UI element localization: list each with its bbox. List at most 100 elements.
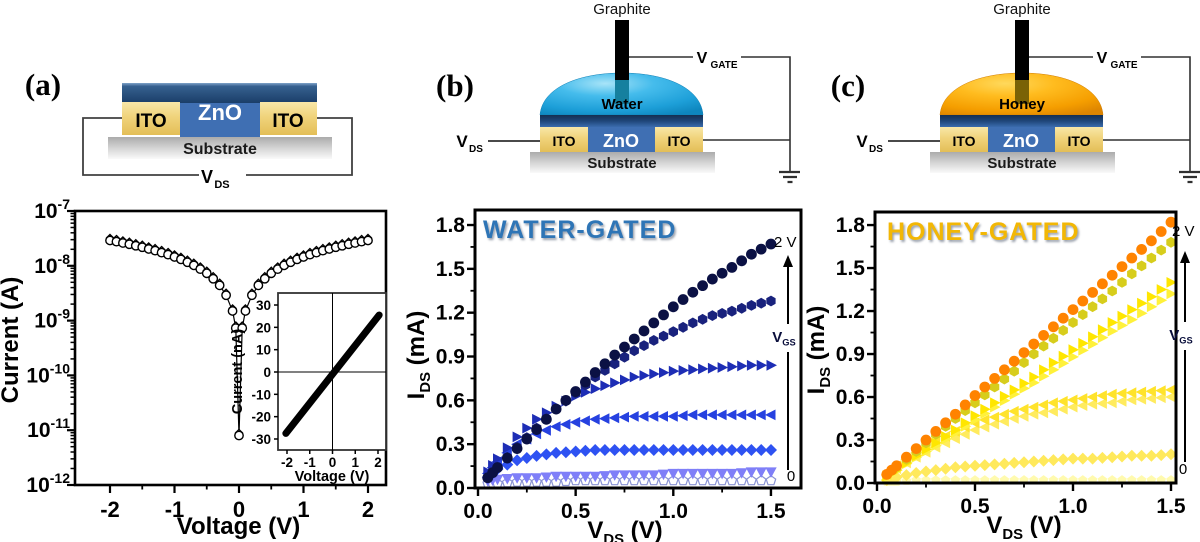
y-tick-label: 1.8 bbox=[836, 214, 866, 237]
data-point bbox=[930, 426, 942, 437]
data-point bbox=[570, 386, 582, 397]
data-point bbox=[540, 472, 553, 483]
data-point bbox=[638, 444, 650, 456]
inset-x-axis-label: Voltage (V) bbox=[295, 469, 370, 485]
data-point bbox=[745, 444, 758, 456]
data-point bbox=[1127, 268, 1137, 280]
data-point bbox=[1156, 294, 1168, 306]
data-point bbox=[609, 470, 621, 481]
data-point bbox=[998, 416, 1009, 427]
data-point bbox=[765, 474, 777, 486]
data-point bbox=[950, 408, 961, 420]
data-point bbox=[1136, 244, 1147, 255]
data-point bbox=[1086, 398, 1098, 410]
y-axis-label: Current (A) bbox=[0, 277, 24, 404]
data-point bbox=[1067, 452, 1079, 465]
substrate-label: Substrate bbox=[987, 155, 1056, 172]
data-point bbox=[969, 459, 981, 472]
x-tick-label: 0.5 bbox=[561, 500, 591, 523]
data-point bbox=[737, 302, 747, 314]
data-point bbox=[696, 468, 709, 480]
data-point bbox=[569, 416, 581, 428]
data-point bbox=[492, 462, 503, 473]
data-point bbox=[1088, 331, 1099, 343]
data-point bbox=[949, 461, 962, 474]
data-point bbox=[900, 469, 913, 482]
vgs-arrow-label: VGS bbox=[1169, 327, 1192, 346]
data-point bbox=[540, 448, 553, 461]
y-axis-label: IDS (mA) bbox=[403, 311, 434, 400]
data-point bbox=[598, 413, 610, 424]
graphite-label: Graphite bbox=[993, 1, 1051, 18]
data-point bbox=[1037, 399, 1049, 411]
data-point bbox=[639, 340, 649, 351]
inset-y-axis-label: Current (nA) bbox=[230, 329, 246, 415]
vgate-label: V bbox=[697, 50, 708, 67]
data-point bbox=[520, 452, 533, 464]
data-point bbox=[725, 444, 738, 456]
zno-film bbox=[540, 115, 703, 127]
data-point bbox=[999, 373, 1010, 385]
y-tick-label: 0.0 bbox=[436, 477, 465, 500]
inset-y-tick-label: 10 bbox=[256, 343, 271, 358]
data-point bbox=[890, 471, 903, 484]
data-point bbox=[1096, 451, 1109, 464]
zno-label: ZnO bbox=[603, 131, 639, 151]
data-point bbox=[1076, 393, 1088, 404]
inset-x-tick-label: 0 bbox=[329, 455, 337, 470]
y-tick-label: 0.9 bbox=[436, 346, 465, 369]
panel-c-label: (c) bbox=[831, 68, 865, 103]
substrate bbox=[930, 152, 1115, 173]
data-point bbox=[1076, 452, 1089, 465]
data-point bbox=[1137, 307, 1148, 319]
data-point-sweep1 bbox=[259, 273, 270, 284]
data-point bbox=[530, 473, 543, 484]
y-tick-label: 0.6 bbox=[836, 386, 865, 409]
data-point bbox=[629, 371, 641, 383]
data-point bbox=[950, 424, 962, 436]
ito-contact-right bbox=[655, 127, 703, 152]
data-point bbox=[1008, 355, 1020, 367]
ito-left-label: ITO bbox=[135, 111, 166, 132]
data-point bbox=[521, 433, 533, 445]
data-point bbox=[493, 453, 504, 465]
data-point bbox=[1106, 397, 1117, 409]
data-point bbox=[745, 467, 758, 478]
data-point bbox=[667, 474, 679, 486]
data-point bbox=[1029, 348, 1039, 360]
data-point bbox=[619, 341, 630, 353]
data-point bbox=[648, 470, 660, 481]
data-point bbox=[687, 474, 699, 486]
zno-channel bbox=[180, 103, 260, 137]
data-point bbox=[609, 349, 621, 361]
data-point bbox=[725, 409, 737, 421]
data-point-sweep1 bbox=[240, 306, 251, 316]
data-point bbox=[716, 444, 729, 456]
vds-label: V bbox=[201, 167, 213, 187]
vds-label-sub: DS bbox=[214, 179, 229, 190]
data-point bbox=[969, 390, 981, 401]
data-point bbox=[755, 467, 767, 478]
data-point bbox=[1135, 386, 1147, 398]
inset-x-tick-label: 1 bbox=[351, 455, 359, 470]
data-point-sweep1 bbox=[214, 280, 225, 291]
data-point bbox=[589, 367, 601, 378]
x-tick-label: 2 bbox=[362, 497, 374, 522]
data-point-sweep1 bbox=[201, 268, 212, 279]
data-point bbox=[707, 310, 717, 321]
data-point bbox=[1018, 411, 1029, 422]
data-point bbox=[1145, 385, 1156, 397]
data-point bbox=[756, 359, 768, 371]
data-point bbox=[1127, 304, 1138, 315]
data-point bbox=[579, 471, 592, 483]
two-terminal-iv-plot: -2 -1 0 1 210-710-810-910-1010-1110-12Voltag… bbox=[0, 196, 388, 540]
data-point bbox=[1048, 332, 1059, 344]
data-point bbox=[949, 433, 960, 444]
x-tick-label: 1.0 bbox=[659, 500, 688, 523]
data-point bbox=[1048, 357, 1060, 368]
data-point bbox=[1047, 405, 1058, 417]
data-point bbox=[999, 390, 1011, 402]
data-point bbox=[1037, 454, 1050, 467]
data-point bbox=[638, 470, 650, 481]
y-tick-label: 10-8 bbox=[34, 251, 70, 278]
